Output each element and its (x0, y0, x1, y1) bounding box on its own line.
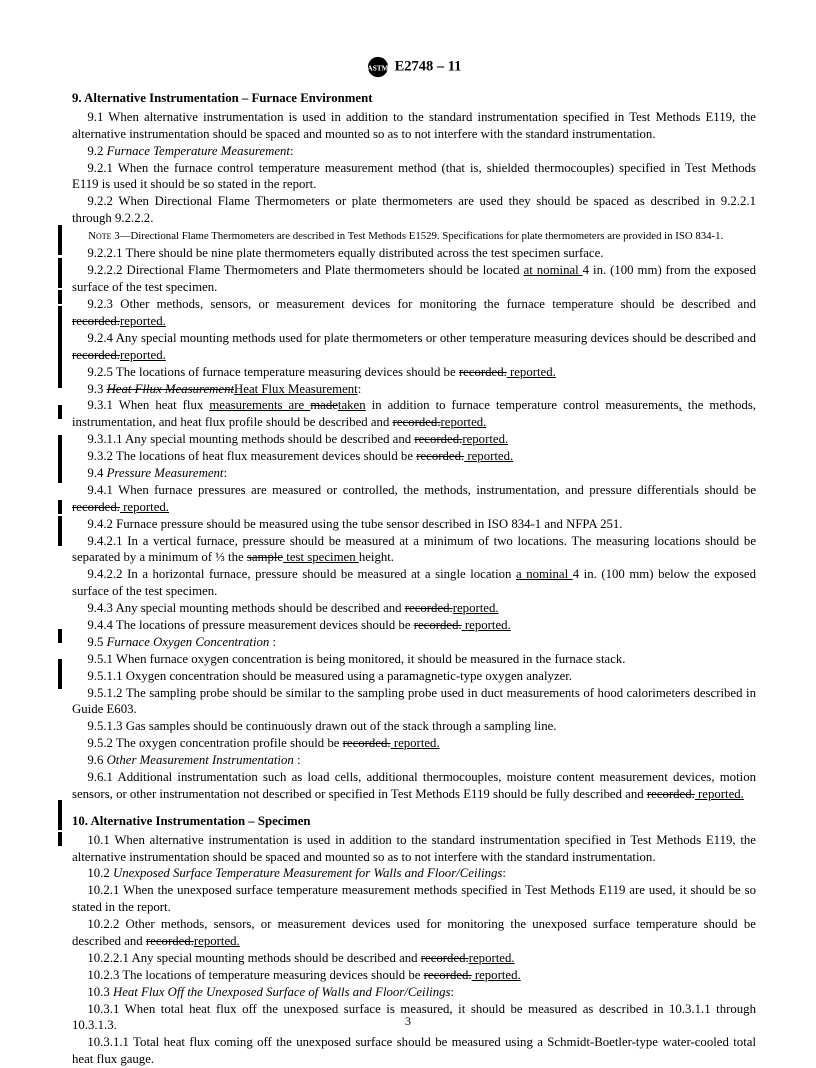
para-9-4-3: 9.4.3 Any special mounting methods shoul… (72, 600, 756, 617)
note-3: Note 3—Directional Flame Thermometers ar… (72, 229, 756, 243)
para-9-6-1: 9.6.1 Additional instrumentation such as… (72, 769, 756, 803)
para-10-2-2: 10.2.2 Other methods, sensors, or measur… (72, 916, 756, 950)
para-9-5: 9.5 Furnace Oxygen Concentration : (72, 634, 756, 651)
para-10-1: 10.1 When alternative instrumentation is… (72, 832, 756, 866)
para-9-5-1-1: 9.5.1.1 Oxygen concentration should be m… (72, 668, 756, 685)
designation: E2748 – 11 (395, 58, 462, 74)
change-bar (58, 290, 62, 304)
para-9-2-1: 9.2.1 When the furnace control temperatu… (72, 160, 756, 194)
change-bar (58, 659, 62, 689)
para-9-6: 9.6 Other Measurement Instrumentation : (72, 752, 756, 769)
para-9-3-2: 9.3.2 The locations of heat flux measure… (72, 448, 756, 465)
para-10-2-3: 10.2.3 The locations of temperature meas… (72, 967, 756, 984)
para-10-3-1-1: 10.3.1.1 Total heat flux coming off the … (72, 1034, 756, 1068)
page-header: ASTM E2748 – 11 (72, 56, 756, 78)
para-9-3-1-1: 9.3.1.1 Any special mounting methods sho… (72, 431, 756, 448)
section-9-heading: 9. Alternative Instrumentation – Furnace… (72, 90, 756, 107)
para-9-4-2-2: 9.4.2.2 In a horizontal furnace, pressur… (72, 566, 756, 600)
para-9-4-2: 9.4.2 Furnace pressure should be measure… (72, 516, 756, 533)
para-9-2-2: 9.2.2 When Directional Flame Thermometer… (72, 193, 756, 227)
change-bar (58, 629, 62, 643)
para-9-3: 9.3 Heat Fllux MeasurementHeat Flux Meas… (72, 381, 756, 398)
para-9-2: 9.2 Furnace Temperature Measurement: (72, 143, 756, 160)
para-10-2-2-1: 10.2.2.1 Any special mounting methods sh… (72, 950, 756, 967)
astm-logo-icon: ASTM (367, 56, 389, 78)
para-9-2-3: 9.2.3 Other methods, sensors, or measure… (72, 296, 756, 330)
para-9-4-2-1: 9.4.2.1 In a vertical furnace, pressure … (72, 533, 756, 567)
para-10-2-1: 10.2.1 When the unexposed surface temper… (72, 882, 756, 916)
change-bar (58, 800, 62, 830)
change-bar (58, 225, 62, 255)
change-bar (58, 405, 62, 419)
change-bar (58, 435, 62, 483)
para-10-2: 10.2 Unexposed Surface Temperature Measu… (72, 865, 756, 882)
svg-text:ASTM: ASTM (367, 64, 388, 73)
change-bar (58, 832, 62, 846)
para-9-2-4: 9.2.4 Any special mounting methods used … (72, 330, 756, 364)
change-bar (58, 258, 62, 288)
para-10-3: 10.3 Heat Flux Off the Unexposed Surface… (72, 984, 756, 1001)
para-9-5-1: 9.5.1 When furnace oxygen concentration … (72, 651, 756, 668)
para-9-4: 9.4 Pressure Measurement: (72, 465, 756, 482)
para-9-2-5: 9.2.5 The locations of furnace temperatu… (72, 364, 756, 381)
change-bar (58, 516, 62, 546)
para-9-5-2: 9.5.2 The oxygen concentration profile s… (72, 735, 756, 752)
para-9-2-2-2: 9.2.2.2 Directional Flame Thermometers a… (72, 262, 756, 296)
change-bar (58, 306, 62, 388)
para-9-1: 9.1 When alternative instrumentation is … (72, 109, 756, 143)
para-9-2-2-1: 9.2.2.1 There should be nine plate therm… (72, 245, 756, 262)
change-bar (58, 500, 62, 514)
para-9-5-1-2: 9.5.1.2 The sampling probe should be sim… (72, 685, 756, 719)
para-9-4-4: 9.4.4 The locations of pressure measurem… (72, 617, 756, 634)
section-10-heading: 10. Alternative Instrumentation – Specim… (72, 813, 756, 830)
page-number: 3 (0, 1014, 816, 1030)
para-9-4-1: 9.4.1 When furnace pressures are measure… (72, 482, 756, 516)
para-9-3-1: 9.3.1 When heat flux measurements are ma… (72, 397, 756, 431)
para-9-5-1-3: 9.5.1.3 Gas samples should be continuous… (72, 718, 756, 735)
